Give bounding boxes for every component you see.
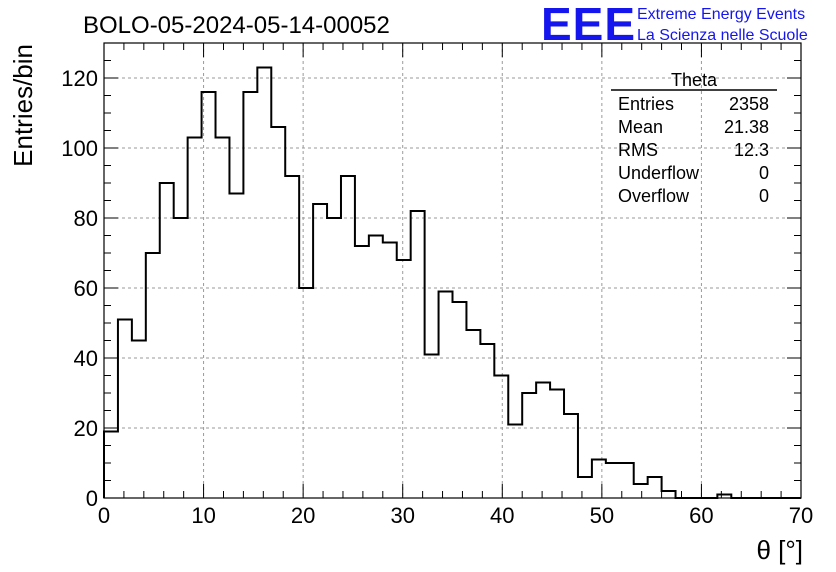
stats-value: 21.38 — [724, 117, 769, 137]
histogram-bin — [355, 246, 369, 498]
stats-label: Mean — [618, 117, 663, 137]
y-tick-label: 0 — [86, 486, 98, 511]
histogram-bin — [494, 376, 508, 499]
histogram-bin — [648, 477, 662, 498]
x-tick-labels: 0 10 20 30 40 50 60 70 — [98, 503, 813, 528]
histogram-bin — [174, 218, 188, 498]
x-tick-label: 20 — [291, 503, 315, 528]
histogram-bin — [453, 302, 467, 498]
histogram-bin — [578, 477, 592, 498]
histogram-bin — [160, 183, 174, 498]
axis-ticks — [103, 42, 802, 499]
x-tick-label: 0 — [98, 503, 110, 528]
histogram-bin — [508, 425, 522, 499]
histogram-bins — [103, 66, 801, 499]
histogram-bin — [271, 127, 285, 498]
y-tick-label: 80 — [74, 206, 98, 231]
y-tick-label: 20 — [74, 416, 98, 441]
histogram-bin — [522, 393, 536, 498]
histogram-bin — [411, 211, 425, 498]
histogram-bin — [118, 320, 132, 499]
histogram-bin — [397, 260, 411, 498]
y-axis-label: Entries/bin — [8, 44, 38, 167]
brand-line-1: Extreme Energy Events — [637, 6, 805, 23]
histogram-bin — [229, 194, 243, 499]
chart-title: BOLO-05-2024-05-14-00052 — [83, 12, 390, 39]
stats-value: 2358 — [729, 94, 769, 114]
histogram-bin — [550, 390, 564, 499]
histogram-bin — [285, 176, 299, 498]
y-tick-label: 100 — [61, 136, 98, 161]
eee-logo: EEE Extreme Energy Events La Scienza nel… — [541, 0, 808, 50]
histogram-bin — [564, 414, 578, 498]
histogram-bin — [536, 383, 550, 499]
stats-title: Theta — [671, 70, 718, 90]
grid-lines — [104, 43, 801, 498]
histogram-outline — [103, 66, 801, 499]
histogram-bin — [369, 236, 383, 499]
x-tick-label: 40 — [490, 503, 514, 528]
stats-value: 0 — [759, 163, 769, 183]
y-tick-label: 120 — [61, 66, 98, 91]
histogram-bin — [327, 218, 341, 498]
histogram-bin — [188, 138, 202, 499]
x-tick-label: 10 — [191, 503, 215, 528]
histogram-bin — [104, 432, 118, 499]
histogram-bin — [202, 92, 216, 498]
histogram-bin — [425, 355, 439, 499]
histogram-bin — [466, 330, 480, 498]
brand-line-2: La Scienza nelle Scuole — [637, 27, 808, 44]
histogram-bin — [439, 292, 453, 499]
histogram-bin — [606, 463, 620, 498]
histogram-bin — [383, 243, 397, 499]
y-tick-label: 60 — [74, 276, 98, 301]
histogram-bin — [132, 341, 146, 499]
y-tick-label: 40 — [74, 346, 98, 371]
x-tick-label: 60 — [689, 503, 713, 528]
y-tick-labels: 0 20 40 60 80 100 120 — [61, 66, 98, 511]
stats-label: Entries — [618, 94, 674, 114]
histogram-bin — [299, 288, 313, 498]
stats-box: Theta Entries 2358 Mean 21.38 RMS 12.3 Underfl… — [611, 70, 777, 206]
histogram-bin — [634, 484, 648, 498]
stats-value: 12.3 — [734, 140, 769, 160]
stats-value: 0 — [759, 186, 769, 206]
histogram-bin — [257, 68, 271, 499]
histogram-bin — [480, 344, 494, 498]
stats-label: Underflow — [618, 163, 700, 183]
histogram-bin — [592, 460, 606, 499]
histogram-bin — [341, 176, 355, 498]
histogram-bin — [216, 138, 230, 499]
eee-logo-text: EEE — [541, 0, 636, 50]
histogram-bin — [662, 491, 676, 498]
x-axis-label: θ [°] — [756, 535, 803, 565]
x-tick-label: 30 — [390, 503, 414, 528]
histogram-bin — [313, 204, 327, 498]
x-tick-label: 50 — [590, 503, 614, 528]
histogram-bin — [243, 92, 257, 498]
stats-label: Overflow — [618, 186, 690, 206]
stats-label: RMS — [618, 140, 658, 160]
histogram-bin — [146, 253, 160, 498]
x-tick-label: 70 — [789, 503, 813, 528]
